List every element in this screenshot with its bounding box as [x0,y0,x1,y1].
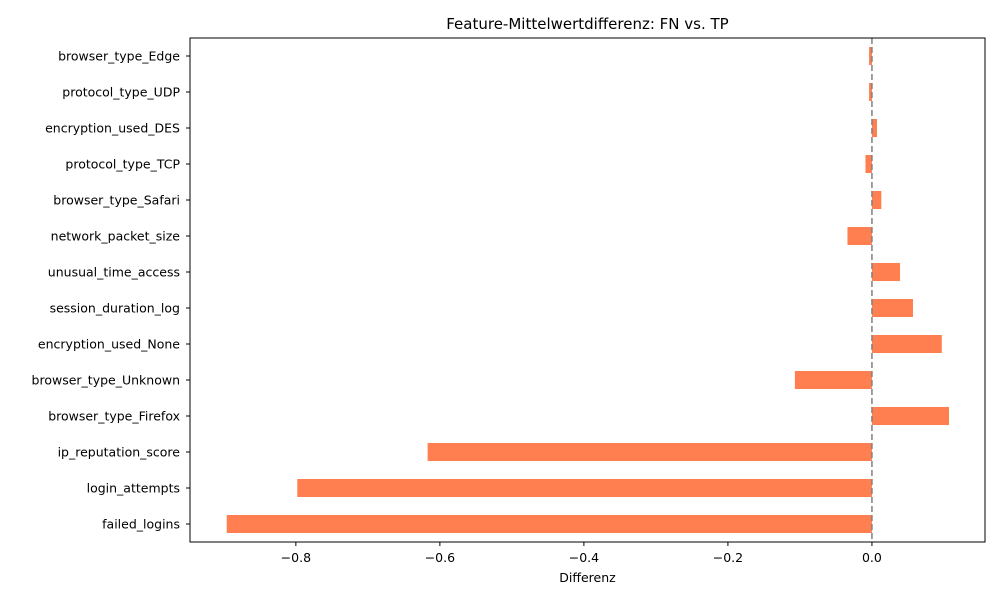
x-tick-label: −0.4 [569,550,599,565]
bar-encryption_used_None [871,335,942,353]
bar-browser_type_Edge [869,47,872,65]
bar-protocol_type_UDP [869,83,872,101]
plot-area-frame [189,37,986,543]
y-tick-label: protocol_type_UDP [62,85,180,100]
x-axis-label: Differenz [559,570,616,585]
y-axis-ticks: failed_logins login_attempts ip_reputation… [32,49,190,532]
y-tick-label: ip_reputation_score [58,445,181,460]
bars-group [226,47,949,533]
bar-encryption_used_DES [871,119,877,137]
y-tick-label: browser_type_Safari [53,193,180,208]
bar-unusual_time_access [871,263,901,281]
bar-network_packet_size [847,227,872,245]
bar-failed_logins [226,515,872,533]
y-tick-label: browser_type_Unknown [32,373,180,388]
bar-browser_type_Safari [871,191,882,209]
y-tick-label: network_packet_size [51,229,181,244]
x-axis-ticks: −0.8 −0.6 −0.4 −0.2 0.0 [281,542,882,565]
y-tick-label: unusual_time_access [48,265,180,280]
x-tick-label: −0.2 [713,550,743,565]
x-tick-label: −0.8 [281,550,311,565]
bar-browser_type_Unknown [794,371,872,389]
y-tick-label: protocol_type_TCP [65,157,180,172]
bar-login_attempts [297,479,872,497]
y-tick-label: session_duration_log [50,301,180,316]
x-tick-label: −0.6 [425,550,455,565]
bar-browser_type_Firefox [871,407,949,425]
y-tick-label: encryption_used_None [38,337,180,352]
y-tick-label: browser_type_Edge [58,49,180,64]
y-tick-label: failed_logins [102,517,180,532]
x-tick-label: 0.0 [862,550,882,565]
bar-protocol_type_TCP [865,155,872,173]
chart-title: Feature-Mittelwertdifferenz: FN vs. TP [446,15,728,33]
y-tick-label: login_attempts [87,481,180,496]
y-tick-label: browser_type_Firefox [48,409,180,424]
bar-session_duration_log [871,299,913,317]
bar-ip_reputation_score [427,443,872,461]
y-tick-label: encryption_used_DES [45,121,180,136]
